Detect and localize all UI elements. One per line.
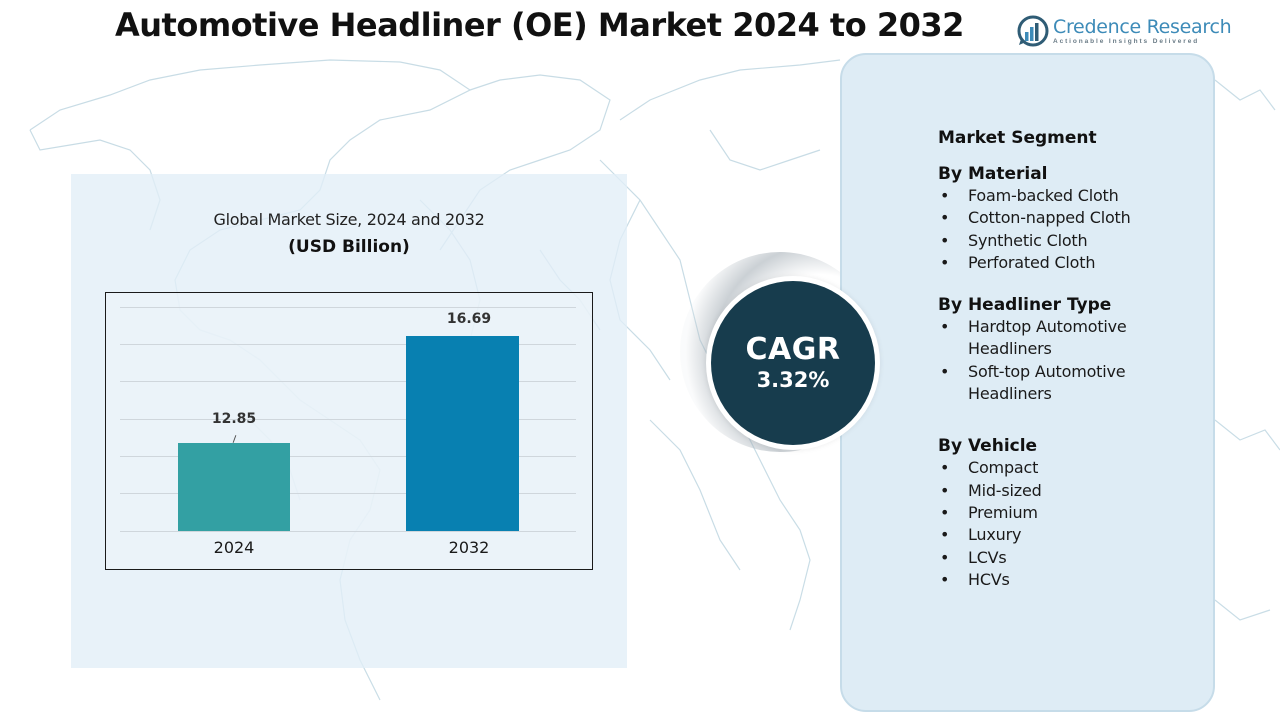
- bullet-icon: •: [940, 208, 950, 228]
- segment-item: • Compact: [938, 457, 1208, 479]
- cagr-label: CAGR: [745, 332, 841, 367]
- segment-item: • LCVs: [938, 547, 1208, 569]
- bullet-icon: •: [940, 317, 950, 337]
- bullet-icon: •: [940, 230, 950, 250]
- bar-chart: 12.85 2024 16.69 2032: [105, 292, 593, 570]
- page-title: Automotive Headliner (OE) Market 2024 to…: [115, 6, 964, 44]
- segment-item: • Mid-sized: [938, 480, 1208, 502]
- cagr-badge: CAGR 3.32%: [711, 281, 875, 445]
- segment-item: • Hardtop Automotive Headliners: [938, 316, 1208, 361]
- chart-title: Global Market Size, 2024 and 2032: [213, 210, 485, 229]
- segment-group-material: By Material • Foam-backed Cloth • Cotton-n…: [938, 163, 1208, 274]
- gridline: [120, 419, 576, 420]
- bullet-icon: •: [940, 502, 950, 522]
- logo-name: Credence Research: [1053, 16, 1232, 38]
- bar-chart-circle-icon: [1017, 15, 1049, 47]
- bullet-icon: •: [940, 547, 950, 567]
- gridline: [120, 531, 576, 532]
- bar-2024[interactable]: [178, 443, 290, 531]
- gridline: [120, 307, 576, 308]
- segment-group-title: By Material: [938, 164, 1048, 184]
- segment-heading: Market Segment: [938, 128, 1097, 148]
- bar-label-2032: 2032: [448, 538, 490, 557]
- segment-item: • Cotton-napped Cloth: [938, 207, 1208, 229]
- data-label-leader: [232, 435, 237, 443]
- bullet-icon: •: [940, 569, 950, 589]
- market-segment-panel: Market Segment By Material • Foam-backed …: [840, 53, 1215, 712]
- segment-item: • HCVs: [938, 569, 1208, 591]
- segment-group-title: By Vehicle: [938, 436, 1038, 457]
- segment-item: • Luxury: [938, 524, 1208, 546]
- segment-item: • Synthetic Cloth: [938, 230, 1208, 252]
- gridline: [120, 493, 576, 494]
- segment-item: • Perforated Cloth: [938, 252, 1208, 274]
- segment-item: • Premium: [938, 502, 1208, 524]
- bullet-icon: •: [940, 186, 950, 205]
- bar-value-2024: 12.85: [211, 411, 257, 427]
- bullet-icon: •: [940, 480, 950, 500]
- bullet-icon: •: [940, 458, 950, 478]
- segment-group-title: By Headliner Type: [938, 295, 1112, 316]
- bar-value-2032: 16.69: [446, 311, 492, 327]
- logo-tagline: Actionable Insights Delivered: [1053, 38, 1200, 45]
- segment-group-vehicle: By Vehicle • Compact • Mid-sized • Premium …: [938, 435, 1208, 591]
- gridline: [120, 344, 576, 345]
- cagr-value: 3.32%: [756, 368, 830, 392]
- market-size-chart-panel: Global Market Size, 2024 and 2032 (USD B…: [71, 174, 627, 668]
- bullet-icon: •: [940, 361, 950, 381]
- brand-logo[interactable]: Credence Research Actionable Insights De…: [1017, 15, 1232, 47]
- segment-item: • Foam-backed Cloth: [938, 185, 1208, 207]
- bar-2032[interactable]: [406, 336, 519, 531]
- chart-subtitle: (USD Billion): [288, 237, 410, 257]
- bullet-icon: •: [940, 525, 950, 545]
- segment-item: • Soft-top Automotive Headliners: [938, 361, 1208, 406]
- gridline: [120, 381, 576, 382]
- gridline: [120, 456, 576, 457]
- segment-group-headliner-type: By Headliner Type • Hardtop Automotive He…: [938, 294, 1208, 405]
- bar-label-2024: 2024: [213, 538, 255, 557]
- bullet-icon: •: [940, 252, 950, 272]
